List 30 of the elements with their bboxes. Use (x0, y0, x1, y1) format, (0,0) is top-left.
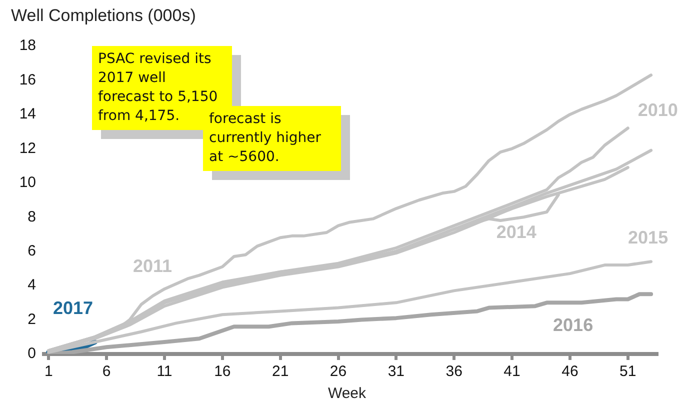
y-tick-label: 4 (28, 276, 36, 294)
x-tick-label: 21 (272, 363, 289, 380)
y-tick-label: 14 (19, 106, 36, 123)
y-tick-label: 18 (19, 37, 36, 54)
series-label: 2014 (496, 222, 536, 242)
y-tick-label: 12 (19, 140, 36, 157)
x-tick-label: 46 (562, 363, 578, 380)
x-tick-label: 36 (446, 363, 462, 380)
y-tick-label: 6 (28, 242, 36, 260)
x-tick-label: 26 (330, 363, 347, 380)
series-label: 2016 (553, 315, 594, 336)
x-tick-label: 1 (44, 363, 53, 380)
x-tick-label: 16 (214, 363, 231, 380)
x-tick-label: 6 (102, 363, 111, 380)
y-tick-label: 0 (28, 345, 36, 362)
y-tick-label: 8 (28, 208, 36, 226)
y-tick-label: 2 (28, 310, 36, 328)
series-label: 2010 (638, 100, 678, 120)
y-axis-title: Well Completions (000s) (11, 6, 196, 26)
series-label: 2015 (628, 228, 668, 248)
x-tick-label: 41 (504, 363, 520, 380)
series-label: 2017 (52, 298, 93, 318)
x-tick-label: 31 (388, 363, 405, 380)
y-tick-label: 16 (19, 71, 36, 88)
annotation: forecast is currently higher at ~5600. (203, 106, 341, 171)
y-tick-label: 10 (19, 174, 36, 192)
x-axis-title: Week (326, 385, 368, 402)
series-label: 2011 (132, 256, 172, 276)
x-tick-label: 11 (156, 363, 172, 380)
x-tick-label: 51 (620, 363, 636, 380)
